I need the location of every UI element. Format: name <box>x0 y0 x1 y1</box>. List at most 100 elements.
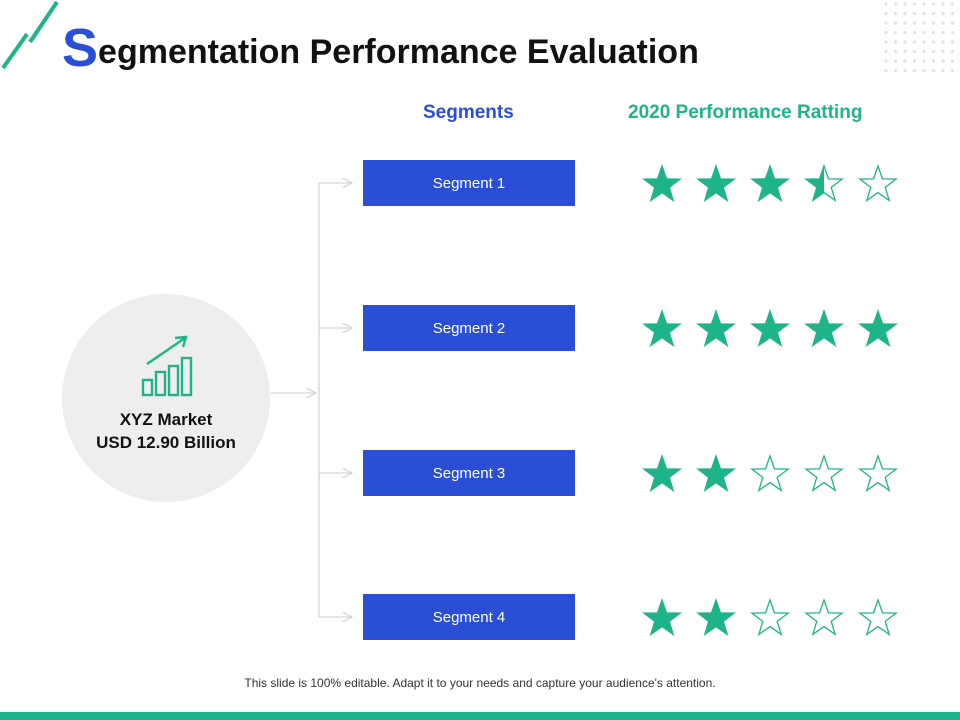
rating-header: 2020 Performance Ratting <box>628 102 863 123</box>
grid-dot <box>912 30 917 35</box>
title-rest: egmentation Performance Evaluation <box>98 33 699 71</box>
star-empty <box>804 454 844 492</box>
grid-dot <box>922 30 926 35</box>
grid-dot <box>931 59 936 63</box>
grid-dot <box>950 11 955 16</box>
star-filled <box>804 309 844 347</box>
grid-dot <box>893 59 898 63</box>
star-filled <box>696 598 736 636</box>
grid-dot <box>931 21 936 25</box>
market-name: XYZ Market <box>119 410 213 429</box>
grid-dot <box>941 59 945 63</box>
star-filled <box>642 454 682 492</box>
grid-dot <box>941 11 945 16</box>
grid-dot <box>903 11 907 16</box>
star-empty <box>858 598 898 636</box>
grid-dot <box>922 21 926 25</box>
grid-dot <box>893 21 898 25</box>
grid-dot <box>950 59 955 63</box>
grid-dot <box>912 59 917 63</box>
grid-dot <box>893 68 898 73</box>
market-circle: XYZ Market USD 12.90 Billion <box>62 294 270 502</box>
star-rating-segment-1 <box>642 164 898 202</box>
grid-dot <box>931 30 936 35</box>
grid-dot <box>893 2 898 6</box>
segment-label: Segment 2 <box>432 319 506 337</box>
segment-box-4: Segment 4 <box>363 594 575 640</box>
grid-dot <box>922 59 926 63</box>
grid-dot <box>941 2 945 6</box>
decorative-dot-grid <box>884 2 955 73</box>
star-filled <box>750 164 790 202</box>
grid-dot <box>903 21 907 25</box>
grid-dot <box>941 68 945 73</box>
grid-dot <box>941 21 945 25</box>
segment-box-1: Segment 1 <box>363 160 575 206</box>
grid-dot <box>903 49 907 54</box>
star-half <box>804 164 844 202</box>
star-filled <box>696 454 736 492</box>
star-empty <box>858 164 898 202</box>
grid-dot <box>941 30 945 35</box>
grid-dot <box>884 68 888 73</box>
grid-dot <box>884 49 888 54</box>
star-empty <box>750 454 790 492</box>
grid-dot <box>931 49 936 54</box>
grid-dot <box>903 59 907 63</box>
growth-chart-icon <box>141 335 193 397</box>
star-empty <box>750 598 790 636</box>
grid-dot <box>884 40 888 44</box>
market-value: USD 12.90 Billion <box>96 433 236 452</box>
star-empty <box>804 598 844 636</box>
segments-header: Segments <box>423 102 514 123</box>
grid-dot <box>931 40 936 44</box>
grid-dot <box>912 2 917 6</box>
grid-dot <box>950 49 955 54</box>
bottom-accent-bar <box>0 712 960 720</box>
grid-dot <box>931 11 936 16</box>
grid-dot <box>912 21 917 25</box>
star-filled <box>696 164 736 202</box>
segment-label: Segment 4 <box>432 608 506 626</box>
grid-dot <box>912 49 917 54</box>
page-title: Segmentation Performance Evaluation <box>62 18 699 82</box>
grid-dot <box>941 40 945 44</box>
grid-dot <box>912 40 917 44</box>
star-filled <box>642 309 682 347</box>
segment-box-2: Segment 2 <box>363 305 575 351</box>
grid-dot <box>893 11 898 16</box>
star-rating-segment-2 <box>642 309 898 347</box>
grid-dot <box>884 21 888 25</box>
grid-dot <box>884 11 888 16</box>
star-filled <box>696 309 736 347</box>
grid-dot <box>903 2 907 6</box>
segment-label: Segment 3 <box>432 464 506 482</box>
grid-dot <box>922 40 926 44</box>
grid-dot <box>912 11 917 16</box>
star-empty <box>858 454 898 492</box>
grid-dot <box>884 30 888 35</box>
grid-dot <box>903 30 907 35</box>
star-rating-segment-3 <box>642 454 898 492</box>
grid-dot <box>903 40 907 44</box>
grid-dot <box>893 49 898 54</box>
star-filled <box>750 309 790 347</box>
grid-dot <box>884 59 888 63</box>
star-half-fill <box>805 166 824 201</box>
star-filled <box>642 598 682 636</box>
grid-dot <box>912 68 917 73</box>
grid-dot <box>950 21 955 25</box>
grid-dot <box>922 2 926 6</box>
market-text: XYZ Market USD 12.90 Billion <box>62 408 270 454</box>
decorative-slashes <box>1 0 59 70</box>
star-filled <box>642 164 682 202</box>
grid-dot <box>931 2 936 6</box>
grid-dot <box>922 49 926 54</box>
grid-dot <box>931 68 936 73</box>
segment-box-3: Segment 3 <box>363 450 575 496</box>
footer-note: This slide is 100% editable. Adapt it to… <box>244 676 716 690</box>
grid-dot <box>922 11 926 16</box>
grid-dot <box>903 68 907 73</box>
grid-dot <box>893 40 898 44</box>
